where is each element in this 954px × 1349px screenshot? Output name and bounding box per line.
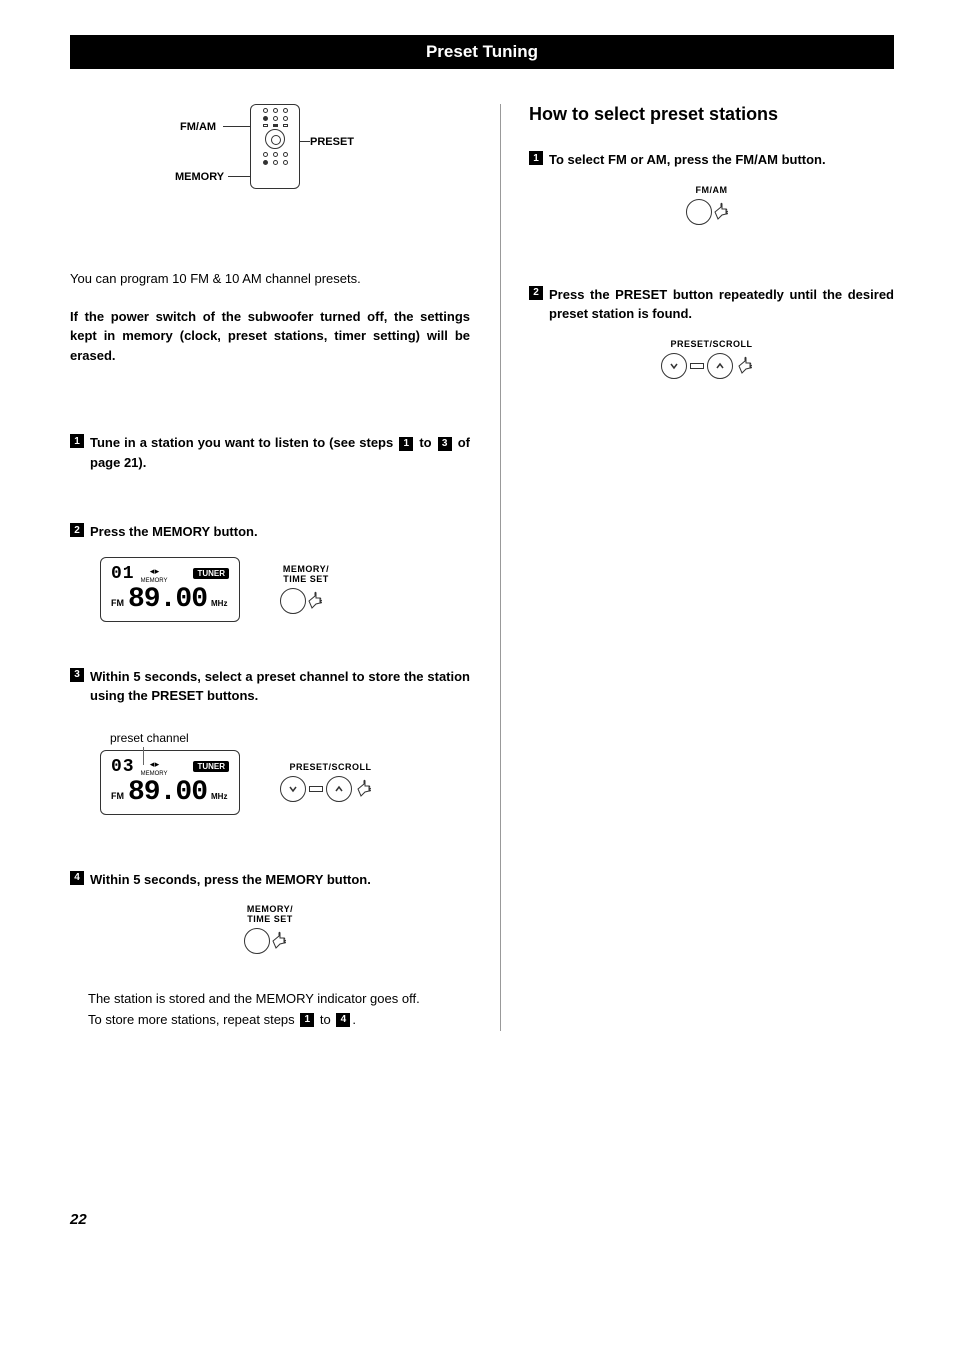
label-memory: MEMORY xyxy=(175,171,224,183)
label-fm-am: FM/AM xyxy=(180,121,216,133)
hand-icon xyxy=(306,590,332,612)
step-3-text: Within 5 seconds, select a preset channe… xyxy=(90,667,470,706)
step-badge-3: 3 xyxy=(70,668,84,682)
step-3: 3 Within 5 seconds, select a preset chan… xyxy=(70,667,470,706)
lcd1-band: FM xyxy=(111,598,124,608)
right-column: How to select preset stations 1 To selec… xyxy=(500,104,894,1031)
label-preset: PRESET xyxy=(310,136,354,148)
intro-text: You can program 10 FM & 10 AM channel pr… xyxy=(70,269,470,289)
remote-diagram: FM/AM PRESET MEMORY xyxy=(70,104,470,224)
closing-a: The station is stored and the MEMORY ind… xyxy=(88,989,470,1010)
page-number: 22 xyxy=(70,1211,894,1228)
preset-scroll-label: PRESET/SCROLL xyxy=(289,762,371,772)
closing-text: The station is stored and the MEMORY ind… xyxy=(88,989,470,1031)
content-columns: FM/AM PRESET MEMORY You can program 10 F… xyxy=(70,104,894,1031)
lcd2-band: FM xyxy=(111,791,124,801)
fmam-illustration: FM/AM xyxy=(529,185,894,225)
lcd2-freq: 89.00 xyxy=(128,777,207,808)
right-step-2: 2 Press the PRESET button repeatedly unt… xyxy=(529,285,894,324)
step-4: 4 Within 5 seconds, press the MEMORY but… xyxy=(70,870,470,890)
step-badge-4: 4 xyxy=(70,871,84,885)
step2-illustration: 01 ◂ ▸ MEMORY TUNER FM 89.00 MHz MEMORY/… xyxy=(100,557,470,622)
right-preset-button-press: PRESET/SCROLL xyxy=(661,339,762,379)
right-step-badge-2: 2 xyxy=(529,286,543,300)
lcd2-preset-no: 03 xyxy=(111,757,135,777)
lcd-display-2: 03 ◂ ▸ MEMORY TUNER FM 89.00 MHz xyxy=(100,750,240,815)
memory-button-press-2: MEMORY/ TIME SET xyxy=(244,904,296,954)
preset-down-icon xyxy=(661,353,687,379)
step4-illustration: MEMORY/ TIME SET xyxy=(70,904,470,954)
right-heading: How to select preset stations xyxy=(529,104,894,125)
lead-line xyxy=(223,126,250,127)
preset-down-icon xyxy=(280,776,306,802)
lcd-display-1: 01 ◂ ▸ MEMORY TUNER FM 89.00 MHz xyxy=(100,557,240,622)
right-step-badge-1: 1 xyxy=(529,151,543,165)
warning-text: If the power switch of the subwoofer tur… xyxy=(70,307,470,366)
memory-button-icon xyxy=(280,588,306,614)
fmam-button-icon xyxy=(686,199,712,225)
step-2-text: Press the MEMORY button. xyxy=(90,522,470,542)
page-title-bar: Preset Tuning xyxy=(70,35,894,69)
fmam-label: FM/AM xyxy=(696,185,728,195)
memory-label-2: MEMORY/ TIME SET xyxy=(247,904,293,924)
lcd1-preset-no: 01 xyxy=(111,564,135,584)
step-4-text: Within 5 seconds, press the MEMORY butto… xyxy=(90,870,470,890)
preset-illustration: PRESET/SCROLL xyxy=(529,339,894,379)
memory-button-icon xyxy=(244,928,270,954)
preset-up-icon xyxy=(326,776,352,802)
right-step-1-text: To select FM or AM, press the FM/AM butt… xyxy=(549,150,894,170)
step-2: 2 Press the MEMORY button. xyxy=(70,522,470,542)
scroll-rect-icon xyxy=(309,786,323,792)
hand-icon xyxy=(712,201,738,223)
scroll-rect-icon xyxy=(690,363,704,369)
lcd2-tuner: TUNER xyxy=(193,761,229,772)
hand-icon xyxy=(355,778,381,800)
step-badge-2: 2 xyxy=(70,523,84,537)
lcd1-tuner: TUNER xyxy=(193,568,229,579)
lcd2-unit: MHz xyxy=(211,792,227,801)
right-step-1: 1 To select FM or AM, press the FM/AM bu… xyxy=(529,150,894,170)
preset-up-icon xyxy=(707,353,733,379)
lead-line xyxy=(300,141,310,142)
lead-line xyxy=(228,176,250,177)
step-badge-1: 1 xyxy=(70,434,84,448)
memory-button-press-1: MEMORY/ TIME SET xyxy=(280,564,332,614)
step-1: 1 Tune in a station you want to listen t… xyxy=(70,433,470,472)
lcd1-freq: 89.00 xyxy=(128,584,207,615)
memory-label: MEMORY/ TIME SET xyxy=(283,564,329,584)
remote-outline xyxy=(250,104,300,189)
step3-illustration: 03 ◂ ▸ MEMORY TUNER FM 89.00 MHz PRESET/… xyxy=(100,750,470,815)
left-column: FM/AM PRESET MEMORY You can program 10 F… xyxy=(70,104,470,1031)
step-1-text: Tune in a station you want to listen to … xyxy=(90,433,470,472)
preset-channel-caption-wrap: preset channel xyxy=(110,731,470,745)
right-preset-label: PRESET/SCROLL xyxy=(670,339,752,349)
lcd1-unit: MHz xyxy=(211,599,227,608)
page-title: Preset Tuning xyxy=(426,42,538,61)
fmam-button-press: FM/AM xyxy=(686,185,738,225)
closing-b: To store more stations, repeat steps 1 t… xyxy=(88,1010,470,1031)
hand-icon xyxy=(270,930,296,952)
preset-button-press: PRESET/SCROLL xyxy=(280,762,381,802)
hand-icon xyxy=(736,355,762,377)
right-step-2-text: Press the PRESET button repeatedly until… xyxy=(549,285,894,324)
preset-channel-caption: preset channel xyxy=(110,731,189,745)
